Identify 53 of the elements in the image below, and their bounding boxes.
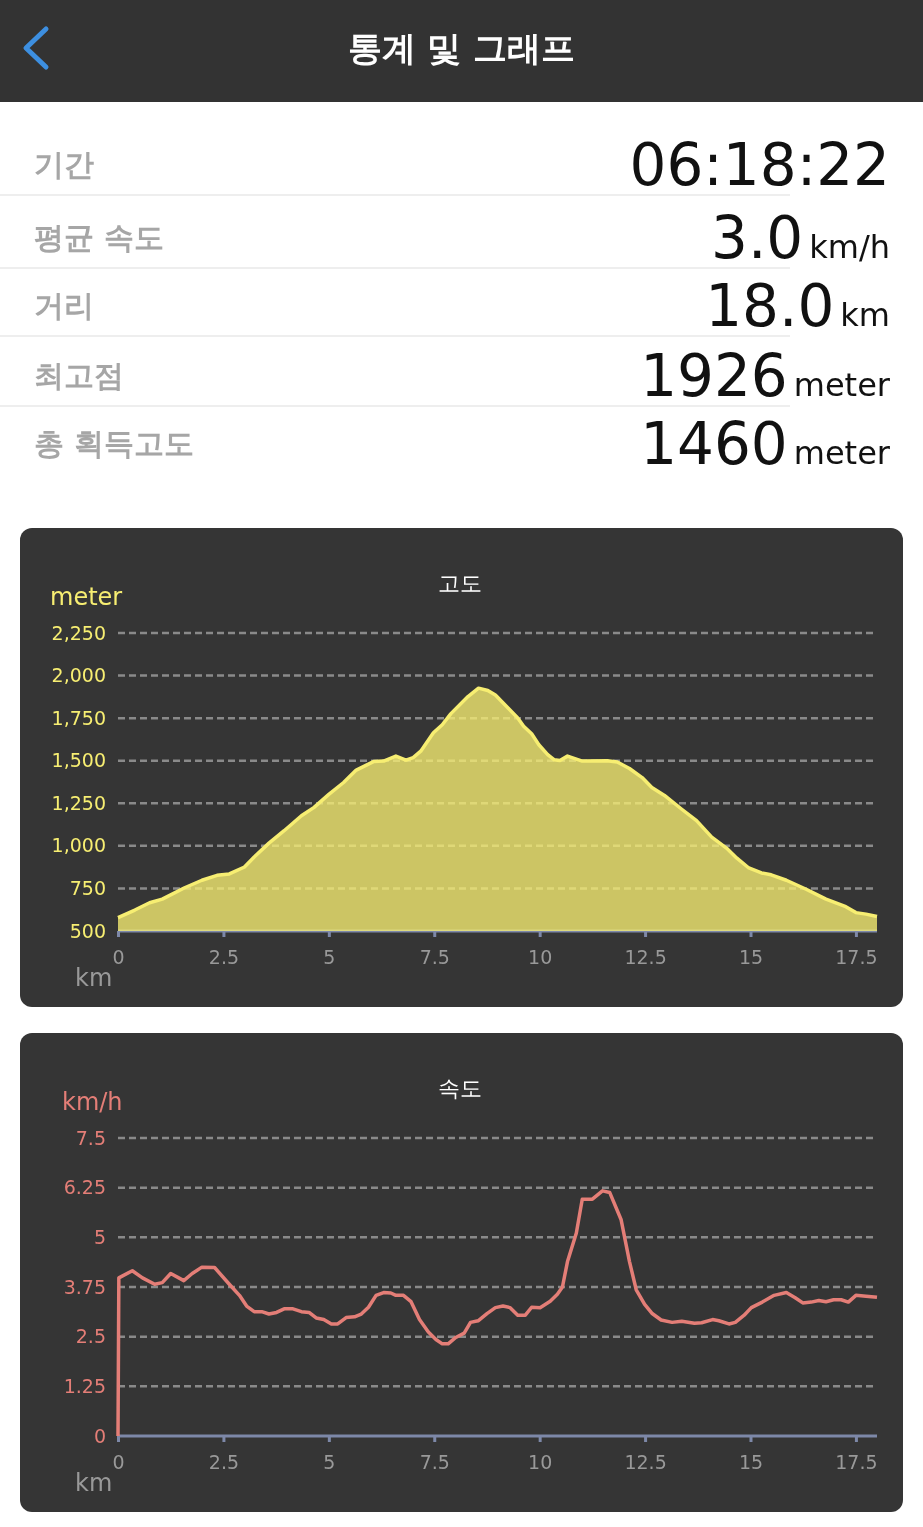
- category-label: 기간: [34, 147, 94, 182]
- x-tick-label: 2.5: [208, 1451, 240, 1474]
- x-tick-label: 0: [112, 1451, 125, 1474]
- y-tick-label: 1,250: [51, 791, 106, 814]
- y-tick-label: 1.25: [63, 1374, 106, 1397]
- y-tick-label: 500: [69, 919, 106, 942]
- x-tick-label: 15: [738, 1451, 764, 1474]
- y-tick-label: 1,750: [51, 706, 106, 729]
- x-tick-label: 7.5: [419, 1451, 450, 1474]
- x-tick-label: 17.5: [835, 1451, 878, 1474]
- text: 1926: [640, 342, 788, 410]
- y-tick-label: 750: [69, 877, 106, 900]
- y-tick-label: 2,000: [51, 664, 106, 687]
- x-tick-label: 2.5: [208, 946, 240, 969]
- category-label: 평균 속도: [34, 220, 165, 255]
- y-tick-label: 2.5: [75, 1325, 106, 1348]
- text: km/h: [809, 228, 890, 266]
- category-label: 거리: [34, 288, 94, 323]
- y-tick-label: 1,500: [51, 749, 106, 772]
- y-tick-label: 7.5: [75, 1126, 106, 1149]
- text: 18.0: [705, 272, 835, 340]
- text: 06:18:22: [629, 131, 890, 199]
- y-axis-title: km/h: [62, 1088, 123, 1116]
- x-tick-label: 5: [323, 946, 336, 969]
- x-tick-label: 7.5: [419, 946, 450, 969]
- y-axis-title: meter: [50, 583, 123, 611]
- chart-title: 고도: [438, 571, 482, 596]
- y-tick-label: 0: [93, 1424, 106, 1447]
- line-series: [116, 1189, 879, 1438]
- x-tick-label: 15: [738, 946, 764, 969]
- chart-title: 속도: [438, 1076, 482, 1101]
- text: meter: [793, 434, 891, 472]
- y-tick-label: 6.25: [63, 1176, 106, 1199]
- text: 통계 및 그래프: [347, 28, 576, 68]
- x-tick-label: 5: [323, 1451, 336, 1474]
- category-label: 최고점: [34, 358, 124, 393]
- x-axis-title: km: [75, 964, 113, 992]
- x-tick-label: 12.5: [624, 946, 667, 969]
- text: 1460: [640, 410, 788, 478]
- y-tick-label: 3.75: [63, 1275, 106, 1298]
- text: 3.0: [710, 204, 804, 272]
- x-tick-label: 0: [112, 946, 125, 969]
- x-tick-label: 12.5: [624, 1451, 667, 1474]
- y-tick-label: 1,000: [51, 834, 106, 857]
- x-tick-label: 17.5: [835, 946, 878, 969]
- text: meter: [793, 366, 891, 404]
- text: km: [840, 296, 890, 334]
- category-label: 총 획득고도: [34, 426, 195, 461]
- x-tick-label: 10: [528, 946, 553, 969]
- y-tick-label: 2,250: [51, 621, 106, 644]
- y-tick-label: 5: [93, 1225, 106, 1248]
- x-axis-title: km: [75, 1469, 113, 1497]
- x-tick-label: 10: [528, 1451, 553, 1474]
